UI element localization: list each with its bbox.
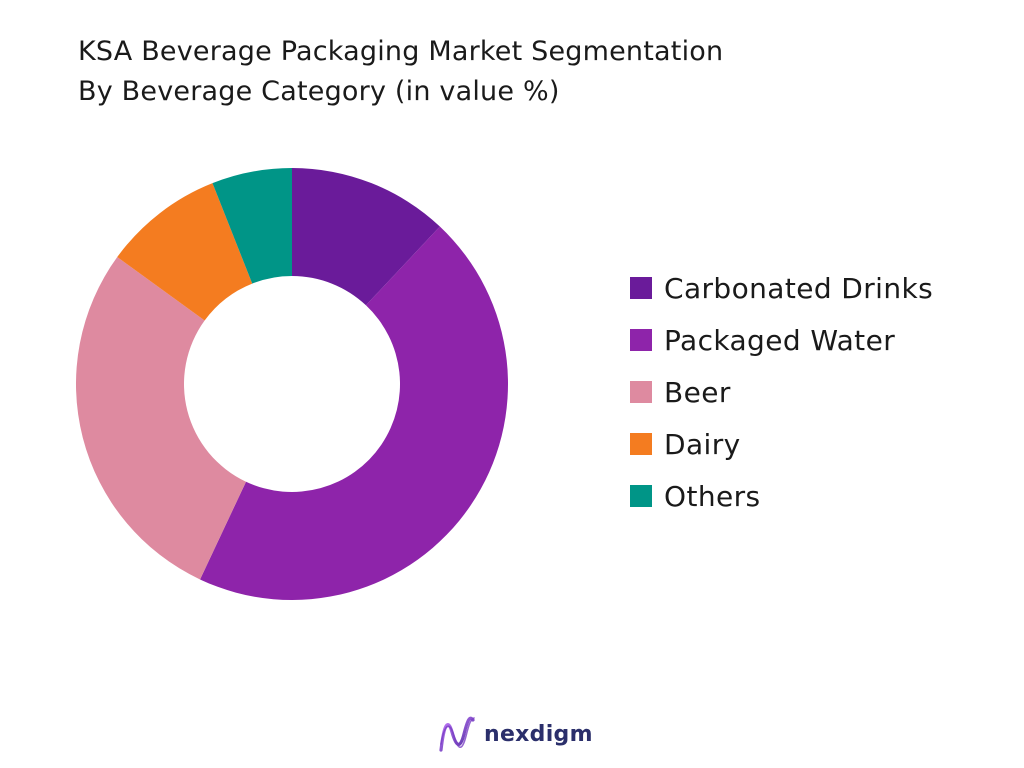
legend-label-dairy: Dairy	[664, 427, 741, 461]
slice-carbonated-drinks	[292, 168, 440, 306]
legend-swatch-others	[630, 485, 652, 507]
legend-label-beer: Beer	[664, 375, 731, 409]
legend-item-carbonated-drinks: Carbonated Drinks	[630, 262, 933, 314]
slice-others	[212, 168, 292, 284]
chart-title-line-1: KSA Beverage Packaging Market Segmentati…	[78, 36, 724, 67]
slice-dairy	[117, 183, 253, 321]
legend-item-others: Others	[630, 470, 933, 522]
legend-item-packaged-water: Packaged Water	[630, 314, 933, 366]
chart-title: KSA Beverage Packaging Market Segmentati…	[78, 32, 723, 112]
slice-packaged-water	[200, 226, 508, 600]
nexdigm-wave-logo-icon	[439, 716, 475, 752]
legend-label-carbonated-drinks: Carbonated Drinks	[664, 271, 934, 305]
legend-swatch-dairy	[630, 433, 652, 455]
legend-label-packaged-water: Packaged Water	[664, 323, 896, 357]
chart-legend: Carbonated Drinks Packaged Water Beer Da…	[630, 262, 933, 522]
legend-swatch-packaged-water	[630, 329, 652, 351]
legend-item-beer: Beer	[630, 366, 933, 418]
donut-slices	[75, 168, 508, 600]
legend-label-others: Others	[664, 479, 761, 513]
brand-footer: nexdigm	[438, 714, 593, 754]
legend-item-dairy: Dairy	[630, 418, 933, 470]
chart-title-line-2: By Beverage Category (in value %)	[78, 76, 560, 107]
legend-swatch-carbonated-drinks	[630, 277, 652, 299]
slice-beer	[75, 257, 247, 580]
legend-swatch-beer	[630, 381, 652, 403]
brand-name: nexdigm	[484, 721, 593, 747]
